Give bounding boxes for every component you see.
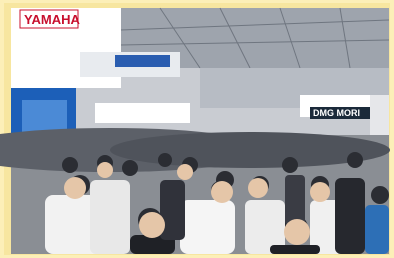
sign-text: DMG MORI xyxy=(313,108,360,118)
blue-sign xyxy=(115,55,170,67)
sign-text: YAMAHA xyxy=(24,12,80,27)
photo-frame: YAMAHA DMG MORI xyxy=(0,0,394,258)
booth-banner xyxy=(95,103,190,123)
photo: YAMAHA DMG MORI xyxy=(0,8,390,254)
